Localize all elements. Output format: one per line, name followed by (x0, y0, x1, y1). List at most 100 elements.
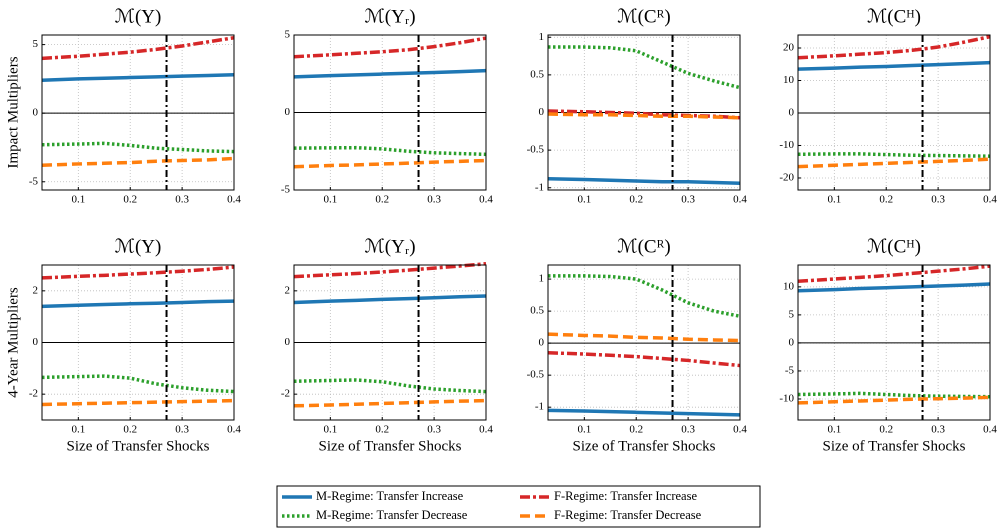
panel-title: ℳ(Yᵣ) (364, 236, 415, 257)
series-line (41, 299, 235, 309)
x-tick-label: 0.4 (733, 424, 747, 436)
y-tick-label: 0 (789, 107, 795, 119)
y-tick-label: -10 (779, 139, 794, 151)
series-line (797, 152, 991, 158)
y-axis-label: Impact Multipliers (5, 56, 21, 168)
x-tick-label: 0.4 (227, 194, 241, 206)
y-tick-label: -10 (779, 393, 794, 405)
series-line (41, 36, 235, 61)
series-line (547, 350, 741, 368)
x-tick-label: 0.3 (175, 194, 189, 206)
panel-title: ℳ(Yᵣ) (364, 6, 415, 27)
plot-frame (547, 34, 741, 191)
series-line (547, 408, 741, 417)
x-axis-label: Size of Transfer Shocks (319, 438, 462, 454)
series-line (41, 141, 235, 154)
panel-title: ℳ(Y) (115, 6, 162, 27)
x-tick-label: 0.1 (577, 194, 591, 206)
y-tick-label: 0 (285, 336, 291, 348)
y-tick-label: 5 (789, 308, 795, 320)
x-tick-label: 0.1 (323, 424, 337, 436)
x-tick-label: 0.3 (427, 424, 441, 436)
y-tick-label: 0.5 (530, 305, 544, 317)
x-tick-label: 0.3 (427, 194, 441, 206)
series-line (41, 73, 235, 83)
y-tick-label: 0 (539, 337, 545, 349)
y-tick-label: 0.5 (530, 68, 544, 80)
y-tick-label: -5 (281, 184, 291, 196)
x-tick-label: 0.2 (123, 424, 137, 436)
legend-label: F-Regime: Transfer Increase (554, 489, 697, 503)
series-line (797, 391, 991, 399)
series-line (293, 145, 487, 157)
plot-frame (797, 34, 991, 191)
y-tick-label: 0 (789, 336, 795, 348)
y-tick-label: -2 (281, 388, 290, 400)
y-tick-label: -0.5 (527, 144, 545, 156)
y-tick-label: -1 (535, 181, 544, 193)
x-tick-label: 0.2 (375, 424, 389, 436)
series-line (41, 156, 235, 168)
x-tick-label: 0.2 (375, 194, 389, 206)
y-tick-label: 10 (783, 280, 795, 292)
series-line (797, 395, 991, 405)
y-tick-label: 10 (783, 74, 795, 86)
y-tick-label: 1 (539, 273, 545, 285)
y-tick-label: 20 (783, 42, 795, 54)
panel-title: ℳ(Cᴴ) (867, 236, 921, 257)
plot-frame (293, 34, 487, 191)
plot-frame (547, 264, 741, 421)
series-line (797, 34, 991, 60)
x-tick-label: 0.3 (681, 194, 695, 206)
y-tick-label: -0.5 (527, 369, 545, 381)
legend-label: M-Regime: Transfer Decrease (316, 508, 468, 522)
x-axis-label: Size of Transfer Shocks (823, 438, 966, 454)
series-line (293, 36, 487, 59)
x-tick-label: 0.2 (879, 424, 893, 436)
y-tick-label: -2 (29, 388, 38, 400)
x-tick-label: 0.1 (323, 194, 337, 206)
panel-title: ℳ(Cᴿ) (617, 6, 670, 27)
series-line (293, 158, 487, 169)
y-tick-label: 5 (285, 29, 291, 41)
y-tick-label: -1 (535, 401, 544, 413)
y-tick-label: 0 (539, 106, 545, 118)
x-tick-label: 0.3 (931, 424, 945, 436)
x-tick-label: 0.1 (827, 194, 841, 206)
series-line (547, 109, 741, 120)
series-line (293, 261, 487, 279)
series-line (293, 68, 487, 79)
panel-title: ℳ(Y) (115, 236, 162, 257)
series-line (797, 60, 991, 71)
legend-box (276, 485, 761, 528)
y-tick-label: 5 (33, 38, 39, 50)
series-line (797, 157, 991, 169)
plot-frame (797, 264, 991, 421)
y-tick-label: 2 (33, 284, 39, 296)
series-line (293, 398, 487, 408)
x-tick-label: 0.2 (123, 194, 137, 206)
x-tick-label: 0.4 (733, 194, 747, 206)
x-axis-label: Size of Transfer Shocks (67, 438, 210, 454)
panel-title: ℳ(Cᴴ) (867, 6, 921, 27)
x-tick-label: 0.1 (71, 424, 85, 436)
series-line (548, 45, 741, 90)
x-tick-label: 0.2 (629, 424, 643, 436)
y-tick-label: -20 (779, 172, 794, 184)
legend-label: F-Regime: Transfer Decrease (554, 508, 702, 522)
y-tick-label: 0 (285, 106, 291, 118)
series-line (293, 378, 487, 394)
series-line (797, 264, 991, 284)
x-tick-label: 0.4 (983, 424, 997, 436)
x-tick-label: 0.3 (931, 194, 945, 206)
legend-label: M-Regime: Transfer Increase (316, 489, 464, 503)
series-line (547, 112, 741, 120)
x-axis-label: Size of Transfer Shocks (573, 438, 716, 454)
x-tick-label: 0.2 (879, 194, 893, 206)
x-tick-label: 0.1 (827, 424, 841, 436)
series-line (797, 282, 991, 293)
y-tick-label: -5 (29, 175, 39, 187)
series-line (41, 374, 235, 394)
series-line (547, 176, 741, 185)
